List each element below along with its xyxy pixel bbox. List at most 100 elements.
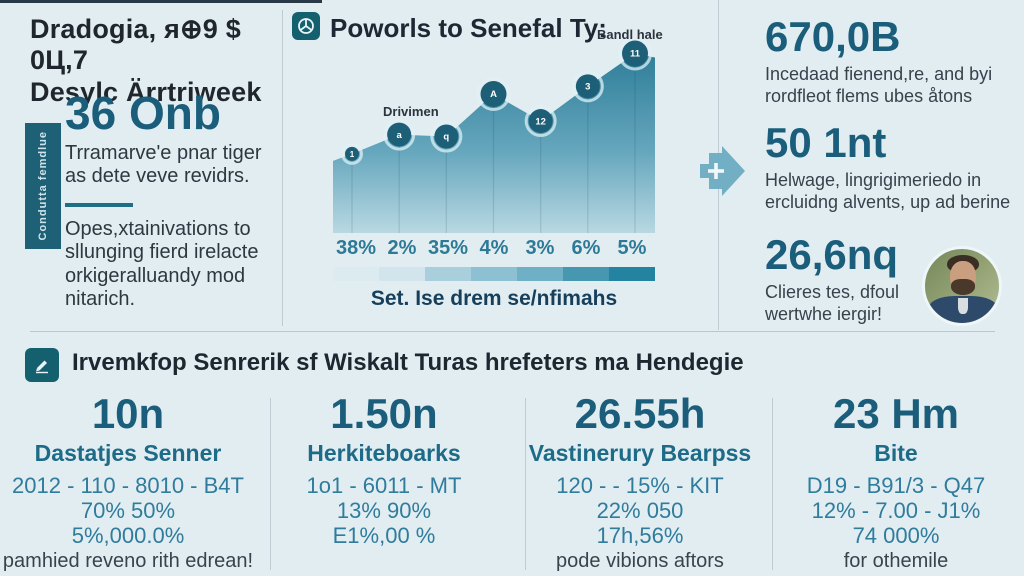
chart-title: Poworls to Senefal Ty: — [330, 13, 607, 43]
divider-col-3-4 — [772, 398, 773, 570]
percent-label: 6% — [571, 237, 601, 259]
right-stat-value: 670,0B — [765, 13, 901, 60]
bottom-stat-line: 1o1 - 6011 - MT — [306, 473, 462, 499]
bottom-stat-value: 1.50n — [330, 390, 438, 437]
percent-label: 3% — [525, 237, 555, 259]
left-stat-value: 36 Onb — [65, 87, 221, 139]
avatar — [922, 246, 1002, 326]
bottom-stat-label: Vastinerury Bearpss — [528, 440, 752, 467]
bottom-stat-line: 74 000% — [852, 523, 940, 549]
left-note: Opes,xtainivations to sllunging fierd ir… — [65, 218, 259, 311]
bottom-stat-label: Bite — [874, 440, 918, 467]
bottom-stat-line: E1%,00 % — [332, 523, 436, 549]
percent-row: 38% 2% 35% 4% 3% 6% 5% — [333, 237, 655, 260]
data-point-label: q — [443, 132, 449, 143]
marker-halo — [383, 118, 416, 151]
marker-halo — [476, 77, 511, 112]
percent-label: 4% — [479, 237, 509, 259]
vertical-banner: Condutta femdlue — [25, 123, 61, 249]
data-point-marker — [480, 81, 507, 108]
data-point-marker — [434, 124, 459, 149]
gradient-bar — [333, 267, 655, 281]
divider-col-1-2 — [270, 398, 271, 570]
marker-halo — [341, 142, 363, 165]
percent-label: 35% — [427, 237, 469, 259]
right-stat-description: Clieres tes, dfoul wertwhe iergir! — [765, 282, 900, 324]
right-stat: 26,6nq Clieres tes, dfoul wertwhe iergir! — [765, 234, 1013, 326]
accent-rule — [65, 203, 133, 207]
divider-left-middle — [282, 10, 283, 326]
marker-halo — [571, 70, 604, 103]
bottom-stat-line: 17h,56% — [596, 523, 684, 549]
bottom-stat-value: 23 Hm — [832, 390, 960, 437]
percent-label: 38% — [335, 237, 377, 259]
bottom-stat-lines: 1o1 - 6011 - MT 13% 90% E1%,00 % — [307, 473, 462, 548]
marker-halo — [618, 40, 652, 71]
data-point-label: 3 — [585, 82, 590, 93]
bottom-stat-line: 12% - 7.00 - J1% — [811, 498, 981, 524]
bottom-stat-footnote: for othemile — [843, 550, 949, 573]
bottom-section-title: Irvemkfop Senrerik sf Wiskalt Turas href… — [72, 349, 744, 376]
data-point-marker — [528, 109, 553, 134]
wheel-icon — [298, 18, 314, 34]
divider-col-2-3 — [525, 398, 526, 570]
bottom-stat-value: 10n — [91, 390, 165, 437]
avatar-beard — [951, 279, 975, 295]
right-stat: 670,0B Incedaad fienend,re, and byi rordf… — [765, 16, 1013, 108]
arrow-right-plus-icon — [700, 146, 745, 196]
bottom-stat-footnote: pode vibions aftors — [556, 550, 724, 573]
bottom-stat-value: 26.55h — [574, 390, 706, 437]
data-point-label: 12 — [535, 116, 546, 127]
bottom-stat-column: 23 Hm Bite D19 - B91/3 - Q47 12% - 7.00 - J… — [768, 390, 1024, 576]
marker-halo — [524, 105, 557, 138]
percent-label: 5% — [617, 237, 647, 259]
data-point-label: 11 — [630, 49, 641, 60]
chart-baseline — [0, 0, 322, 3]
bottom-stat-label: Dastatjes Senner — [34, 440, 222, 467]
data-point-marker — [387, 122, 412, 147]
marker-halo — [430, 120, 463, 153]
bottom-stat-lines: 2012 - 110 - 8010 - B4T 70% 50% 5%,000.0% — [12, 473, 244, 548]
data-point-label: 1 — [350, 150, 355, 159]
chart-peak-annotation: Bandl hale — [597, 27, 663, 42]
bottom-stat-line: 2012 - 110 - 8010 - B4T — [12, 473, 244, 499]
bottom-stat-column: 10n Dastatjes Senner 2012 - 110 - 8010 - B… — [0, 390, 256, 576]
right-stat-description: Helwage, lingrigimeriedo in ercluidng al… — [765, 170, 1011, 212]
bottom-stat-lines: 120 - - 15% - KIT 22% 050 17h,56% — [556, 473, 724, 548]
bottom-stat-line: 70% 50% — [80, 498, 176, 524]
bottom-stat-line: 5%,000.0% — [71, 523, 185, 549]
right-stat: 50 1nt Helwage, lingrigimeriedo in erclui… — [765, 122, 1013, 214]
bottom-stat-column: 26.55h Vastinerury Bearpss 120 - - 15% - K… — [512, 390, 768, 576]
area-chart: 1 a q A 12 3 11 — [333, 40, 655, 233]
data-point-marker — [345, 146, 359, 161]
pen-icon — [36, 360, 48, 374]
page-title-line1: Dradogia, я⊕9 $ 0Ц,7 — [30, 14, 241, 76]
data-point-marker — [622, 40, 648, 67]
wheel-badge-icon — [292, 12, 320, 40]
bottom-stat-column: 1.50n Herkiteboarks 1o1 - 6011 - MT 13% 90%… — [256, 390, 512, 576]
data-point-label: A — [490, 89, 497, 100]
right-stat-value: 50 1nt — [765, 119, 887, 166]
bottom-stat-line: D19 - B91/3 - Q47 — [806, 473, 986, 499]
percent-label: 2% — [387, 237, 417, 259]
bottom-stat-line: 13% 90% — [336, 498, 432, 524]
vertical-banner-label: Condutta femdlue — [37, 131, 49, 241]
area-fill — [333, 53, 655, 233]
bottom-columns: 10n Dastatjes Senner 2012 - 110 - 8010 - B… — [0, 390, 1024, 576]
pen-badge-icon — [25, 348, 59, 382]
divider-horizontal — [30, 331, 995, 332]
avatar-shirt — [958, 298, 968, 314]
bottom-stat-lines: D19 - B91/3 - Q47 12% - 7.00 - J1% 74 000% — [807, 473, 986, 548]
page-title: Dradogia, я⊕9 $ 0Ц,7 Desylc Ärrtriweek — [30, 14, 290, 108]
page-title-line2: Desylc Ärrtriweek — [30, 76, 262, 107]
bottom-stat-footnote: pamhied reveno rith edrean! — [2, 550, 254, 573]
data-point-label: a — [397, 130, 403, 141]
data-point-marker — [575, 74, 600, 99]
right-stat-description: Incedaad fienend,re, and byi rordfleot f… — [765, 64, 993, 106]
bottom-stat-label: Herkiteboarks — [307, 440, 461, 467]
right-stat-value: 26,6nq — [765, 231, 899, 278]
chart-caption: Set. Ise drem se/nfimahs — [370, 287, 618, 310]
bottom-stat-line: 120 - - 15% - KIT — [556, 473, 724, 499]
chart-line-annotation: Drivimen — [383, 104, 439, 119]
